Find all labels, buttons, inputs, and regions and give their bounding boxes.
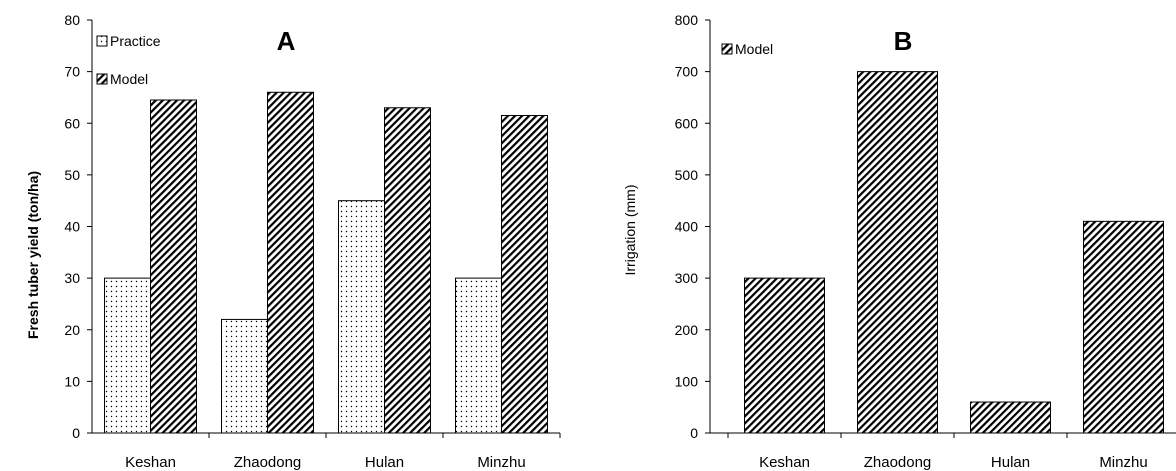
chart-a-bar-practice-keshan bbox=[104, 277, 151, 434]
legend-label-practice: Practice bbox=[110, 33, 161, 49]
chart-a-title: A bbox=[277, 26, 296, 56]
chart-b-y-tick-label: 100 bbox=[675, 373, 699, 389]
chart-a-bar-model-keshan bbox=[150, 99, 197, 434]
chart-a-y-tick-label: 50 bbox=[64, 167, 80, 183]
chart-b-y-tick-label: 800 bbox=[675, 12, 699, 28]
legend-label-model-b: Model bbox=[735, 41, 773, 57]
legend-swatch-model-b bbox=[721, 43, 733, 55]
chart-a-ylabel: Fresh tuber yield (ton/ha) bbox=[25, 171, 41, 339]
chart-a-y-tick-label: 20 bbox=[64, 322, 80, 338]
chart-a-bar-model-zhaodong bbox=[267, 91, 314, 434]
legend-swatch-practice bbox=[96, 35, 108, 47]
chart-a-y-tick-label: 0 bbox=[72, 425, 80, 441]
chart-b-y-tick-label: 300 bbox=[675, 270, 699, 286]
chart-b-bar-model-keshan bbox=[744, 277, 825, 434]
chart-b-y-tick-label: 500 bbox=[675, 167, 699, 183]
chart-b-categories: Keshan Zhaodong Hulan Minzhu bbox=[759, 454, 1148, 471]
chart-a-bars bbox=[104, 91, 548, 434]
chart-a-legend: Practice Model bbox=[96, 33, 161, 87]
chart-a: A Fresh tuber yield (ton/ha) 0 10 20 30 40 50… bbox=[25, 12, 561, 471]
chart-b-y-tick-label: 400 bbox=[675, 219, 699, 235]
chart-b-ylabel: Irrigation (mm) bbox=[622, 184, 638, 275]
chart-a-y-tick-label: 10 bbox=[64, 373, 80, 389]
chart-b-title: B bbox=[894, 26, 913, 56]
chart-b-category-label: Zhaodong bbox=[864, 454, 932, 471]
chart-a-category-label: Keshan bbox=[125, 454, 176, 471]
chart-b: B Irrigation (mm) 0 100 200 300 400 500 600 700… bbox=[622, 12, 1176, 471]
chart-b-category-label: Keshan bbox=[759, 454, 810, 471]
chart-a-y-tick-label: 70 bbox=[64, 64, 80, 80]
chart-a-y-tick-label: 40 bbox=[64, 219, 80, 235]
chart-b-y-tick-label: 700 bbox=[675, 64, 699, 80]
chart-a-bar-practice-minzhu bbox=[455, 277, 502, 434]
chart-a-y-tick-label: 60 bbox=[64, 115, 80, 131]
chart-a-categories: Keshan Zhaodong Hulan Minzhu bbox=[125, 454, 526, 471]
chart-b-bar-model-zhaodong bbox=[857, 71, 938, 434]
chart-b-bar-model-hulan bbox=[970, 401, 1051, 434]
legend-swatch-model bbox=[96, 73, 108, 85]
chart-b-y-tick-label: 600 bbox=[675, 115, 699, 131]
chart-a-y-tick-label: 80 bbox=[64, 12, 80, 28]
chart-a-y-tick-label: 30 bbox=[64, 270, 80, 286]
chart-a-bar-practice-hulan bbox=[338, 200, 385, 434]
chart-a-category-label: Hulan bbox=[365, 454, 404, 471]
chart-b-category-label: Hulan bbox=[991, 454, 1030, 471]
chart-a-bar-model-minzhu bbox=[501, 115, 548, 434]
chart-b-bar-model-minzhu bbox=[1083, 220, 1164, 434]
chart-b-category-label: Minzhu bbox=[1099, 454, 1147, 471]
chart-b-y-tick-label: 200 bbox=[675, 322, 699, 338]
chart-b-bars bbox=[744, 71, 1164, 434]
chart-a-bar-practice-zhaodong bbox=[221, 318, 268, 434]
chart-a-category-label: Minzhu bbox=[477, 454, 525, 471]
legend-label-model: Model bbox=[110, 71, 148, 87]
chart-b-ticks: 0 100 200 300 400 500 600 700 800 bbox=[675, 12, 1068, 441]
chart-a-category-label: Zhaodong bbox=[234, 454, 302, 471]
chart-a-bar-model-hulan bbox=[384, 107, 431, 434]
chart-b-legend: Model bbox=[721, 41, 773, 57]
chart-a-ticks: 0 10 20 30 40 50 60 70 80 bbox=[64, 12, 561, 441]
chart-b-y-tick-label: 0 bbox=[690, 425, 698, 441]
